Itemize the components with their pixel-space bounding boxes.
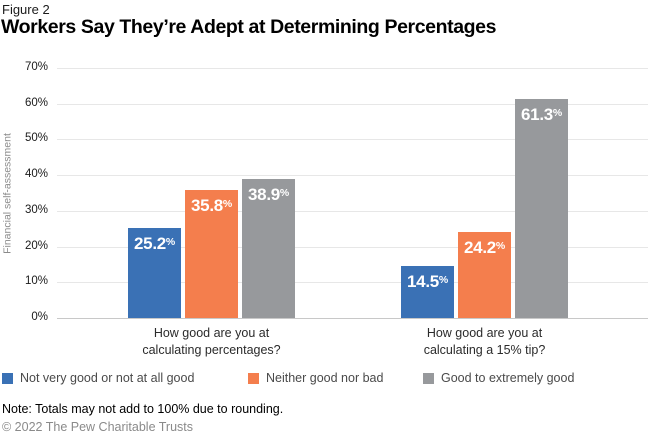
gridline [57,175,648,177]
legend-swatch [248,372,259,384]
plot-area: 0% 10% 20% 30% 40% 50% 60% 70% 25.2% 35.8% 38.9% 14… [25,61,648,323]
bar-value-label: 14.5% [407,272,448,291]
y-tick-label: 50% [24,132,48,145]
gridline [57,246,648,248]
bar: 25.2% [128,228,181,318]
bar-value-label: 35.8% [191,196,232,215]
bar: 24.2% [458,232,511,318]
y-tick-label: 10% [24,275,48,288]
bar-group: 14.5% 24.2% 61.3% [401,99,568,318]
y-tick-label: 20% [24,239,48,252]
legend: Not very good or not at all good Neither … [0,371,650,385]
bar: 35.8% [185,190,238,318]
gridline [57,282,648,284]
bar: 14.5% [401,266,454,318]
y-tick-label: 40% [24,168,48,181]
x-axis-category-label: How good are you at calculating percenta… [142,326,281,357]
bar-value-label: 24.2% [464,238,505,257]
gridline [57,139,648,141]
legend-item: Not very good or not at all good [2,371,194,385]
copyright: © 2022 The Pew Charitable Trusts [2,420,194,434]
legend-swatch [423,372,434,384]
bar-value-label: 61.3% [521,105,562,124]
gridline [57,210,648,212]
figure-number: Figure 2 [2,2,50,17]
legend-item: Good to extremely good [423,371,574,385]
gridline [57,68,648,69]
legend-label: Good to extremely good [441,371,575,385]
y-tick-label: 60% [24,96,48,109]
x-axis-category-label: How good are you at calculating a 15% ti… [423,326,546,357]
legend-swatch [2,372,13,384]
chart-title: Workers Say They’re Adept at Determining… [1,16,497,38]
legend-label: Neither good nor bad [266,371,384,385]
bar-value-label: 38.9% [248,185,289,204]
y-tick-label: 0% [31,311,48,323]
note: Note: Totals may not add to 100% due to … [2,402,284,416]
gridline [57,103,648,105]
bar-value-label: 25.2% [134,234,175,253]
y-tick-label: 70% [24,61,48,73]
bar: 38.9% [242,179,295,318]
legend-label: Not very good or not at all good [20,371,195,385]
x-axis-line [57,318,648,319]
bar: 61.3% [515,99,568,318]
legend-item: Neither good nor bad [248,371,383,385]
y-tick-label: 30% [24,203,48,216]
bar-group: 25.2% 35.8% 38.9% [128,179,295,318]
